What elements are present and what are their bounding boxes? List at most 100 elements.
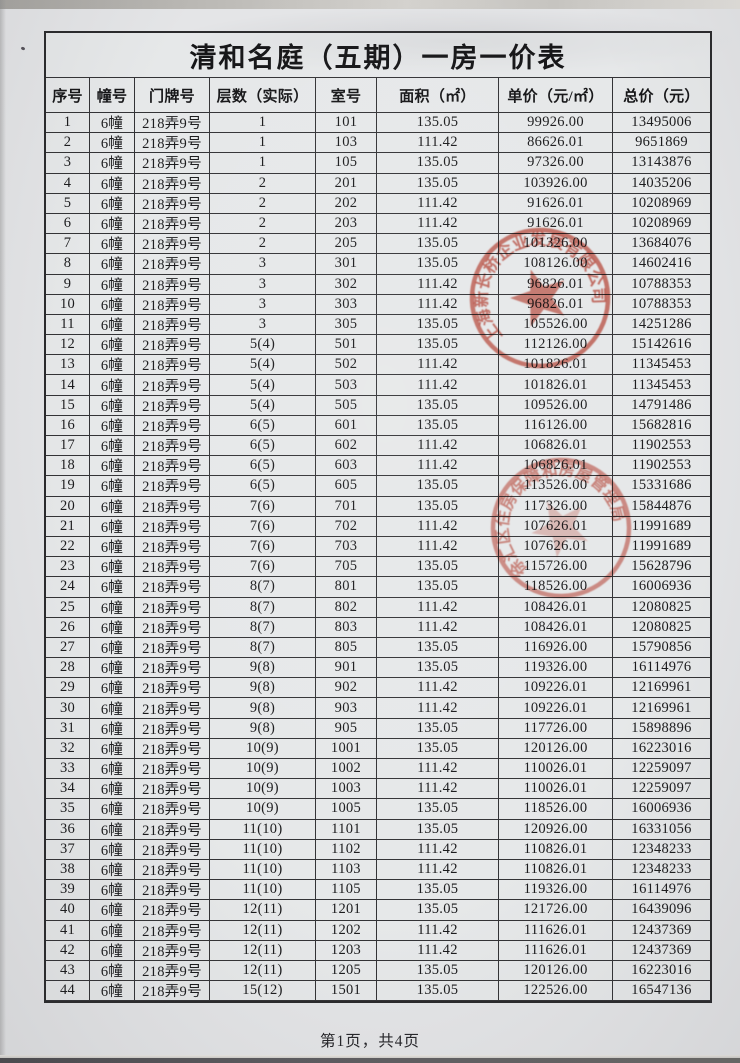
table-cell: 6幢	[90, 859, 135, 881]
table-cell: 905	[316, 718, 377, 739]
table-cell: 103926.00	[499, 173, 613, 194]
table-cell: 10(9)	[210, 779, 316, 800]
table-cell: 135.05	[377, 658, 499, 679]
table-cell: 12(11)	[210, 940, 316, 961]
table-cell: 40	[46, 900, 90, 921]
table-cell: 15628796	[613, 557, 710, 578]
table-cell: 5(4)	[210, 395, 316, 416]
table-cell: 135.05	[377, 637, 499, 659]
table-cell: 109226.01	[499, 678, 613, 699]
table-cell: 135.05	[377, 799, 499, 820]
table-cell: 14	[46, 375, 90, 396]
table-cell: 218弄9号	[135, 698, 210, 719]
table-cell: 8(7)	[210, 637, 316, 659]
table-cell: 111.42	[377, 940, 499, 961]
table-cell: 6幢	[90, 375, 135, 396]
table-cell: 22	[46, 536, 90, 558]
table-cell: 96826.01	[499, 274, 613, 295]
table-cell: 111.42	[377, 536, 499, 558]
table-cell: 6幢	[90, 799, 135, 820]
table-cell: 135.05	[377, 415, 499, 436]
table-cell: 12(11)	[210, 920, 316, 941]
table-cell: 120126.00	[499, 960, 613, 982]
table-cell: 702	[316, 516, 377, 537]
table-cell: 10208969	[613, 214, 710, 235]
table-cell: 12080825	[613, 598, 710, 618]
table-cell: 15844876	[613, 497, 710, 517]
table-cell: 111.42	[377, 678, 499, 699]
table-cell: 801	[316, 577, 377, 598]
table-cell: 218弄9号	[135, 900, 210, 921]
table-cell: 135.05	[377, 880, 499, 901]
table-cell: 218弄9号	[135, 113, 210, 134]
table-cell: 110026.01	[499, 779, 613, 800]
table-cell: 301	[316, 254, 377, 275]
table-cell: 218弄9号	[135, 779, 210, 800]
table-cell: 111.42	[377, 839, 499, 860]
table-cell: 113526.00	[499, 476, 613, 497]
scan-left-edge	[0, 0, 6, 1063]
table-cell: 101	[316, 113, 377, 134]
table-cell: 8(7)	[210, 577, 316, 598]
table-cell: 111.42	[377, 355, 499, 376]
table-cell: 14602416	[613, 254, 710, 275]
table-cell: 6(5)	[210, 476, 316, 497]
table-cell: 14035206	[613, 174, 710, 194]
table-cell: 9651869	[613, 133, 710, 154]
table-cell: 12437369	[613, 941, 710, 961]
table-cell: 8(7)	[210, 617, 316, 638]
table-cell: 6幢	[90, 294, 135, 315]
table-cell: 218弄9号	[135, 254, 210, 275]
header-cell: 单价（元/㎡）	[499, 78, 613, 113]
table-cell: 108426.01	[499, 617, 613, 638]
table-cell: 218弄9号	[135, 718, 210, 739]
table-cell: 6幢	[90, 678, 135, 699]
table-cell: 16114976	[613, 658, 710, 679]
table-cell: 1101	[316, 819, 377, 840]
table-cell: 6(5)	[210, 456, 316, 477]
table-cell: 16006936	[613, 799, 710, 820]
table-cell: 803	[316, 617, 377, 638]
table-cell: 218弄9号	[135, 355, 210, 376]
table-cell: 111.42	[377, 779, 499, 800]
table-cell: 111.42	[377, 597, 499, 618]
table-cell: 218弄9号	[135, 738, 210, 759]
table-cell: 12259097	[613, 759, 710, 780]
table-cell: 110826.01	[499, 859, 613, 881]
table-cell: 6幢	[90, 718, 135, 739]
table-cell: 135.05	[377, 153, 499, 174]
table-cell: 705	[316, 557, 377, 578]
table-cell: 6幢	[90, 637, 135, 659]
table-cell: 110826.01	[499, 839, 613, 860]
table-cell: 218弄9号	[135, 637, 210, 659]
table-cell: 107626.01	[499, 536, 613, 558]
table-cell: 12437369	[613, 921, 710, 941]
scan-bottom-edge	[0, 1055, 740, 1059]
table-cell: 218弄9号	[135, 153, 210, 174]
table-cell: 110026.01	[499, 759, 613, 780]
table-cell: 15(12)	[210, 981, 316, 1002]
table-cell: 135.05	[377, 900, 499, 921]
table-cell: 6幢	[90, 981, 135, 1002]
table-cell: 703	[316, 536, 377, 558]
table-cell: 11991689	[613, 517, 710, 537]
table-cell: 218弄9号	[135, 496, 210, 517]
table-cell: 116126.00	[499, 415, 613, 436]
table-cell: 105526.00	[499, 314, 613, 336]
table-cell: 109526.00	[499, 395, 613, 416]
table-cell: 2	[210, 173, 316, 194]
table-cell: 218弄9号	[135, 880, 210, 901]
table-cell: 119326.00	[499, 658, 613, 679]
table-cell: 15	[46, 395, 90, 416]
table-cell: 23	[46, 557, 90, 578]
table-cell: 39	[46, 880, 90, 901]
table-cell: 218弄9号	[135, 456, 210, 477]
table-cell: 44	[46, 981, 90, 1002]
table-cell: 86626.01	[499, 133, 613, 154]
table-cell: 6幢	[90, 193, 135, 214]
table-cell: 16	[46, 415, 90, 436]
table-cell: 1103	[316, 859, 377, 881]
table-cell: 32	[46, 738, 90, 759]
table-cell: 3	[210, 294, 316, 315]
